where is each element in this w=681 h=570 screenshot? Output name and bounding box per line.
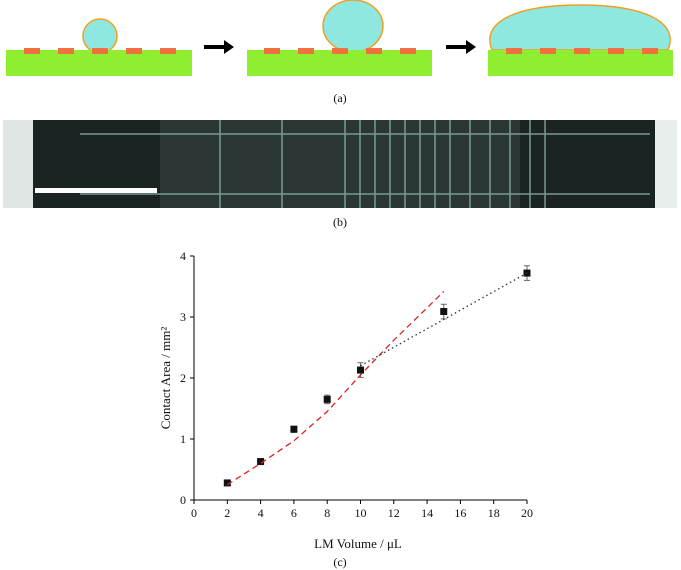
fit-line bbox=[360, 272, 528, 367]
x-tick-label: 18 bbox=[488, 506, 500, 520]
data-point bbox=[523, 269, 531, 277]
y-axis-label: Contact Area / mm² bbox=[158, 327, 173, 430]
x-tick-label: 20 bbox=[521, 506, 533, 520]
pads bbox=[264, 48, 416, 54]
schematic bbox=[6, 0, 673, 76]
fit-line bbox=[226, 290, 445, 486]
y-tick-label: 0 bbox=[180, 493, 186, 507]
x-tick-label: 4 bbox=[258, 506, 264, 520]
x-tick-label: 10 bbox=[355, 506, 367, 520]
arrow bbox=[204, 40, 234, 54]
x-tick-label: 0 bbox=[191, 506, 197, 520]
y-tick-label: 1 bbox=[180, 432, 186, 446]
data-point bbox=[440, 308, 448, 316]
pads bbox=[24, 48, 176, 54]
data-point bbox=[257, 458, 265, 466]
data-point bbox=[223, 479, 231, 487]
droplet bbox=[322, 0, 384, 53]
droplet bbox=[82, 18, 118, 54]
x-tick-label: 6 bbox=[291, 506, 297, 520]
data-point bbox=[323, 395, 331, 403]
y-tick-label: 4 bbox=[180, 249, 186, 263]
panel-label: (c) bbox=[333, 555, 346, 569]
y-tick-label: 2 bbox=[180, 371, 186, 385]
substrate bbox=[247, 50, 432, 76]
substrate bbox=[488, 50, 673, 76]
droplet bbox=[489, 4, 671, 51]
substrate bbox=[6, 50, 192, 76]
x-axis-label: LM Volume / μL bbox=[314, 536, 402, 551]
data-point bbox=[290, 425, 298, 433]
x-tick-label: 8 bbox=[324, 506, 330, 520]
arrow bbox=[446, 40, 476, 54]
y-tick-label: 3 bbox=[180, 310, 186, 324]
panel-label: (a) bbox=[333, 91, 346, 105]
x-tick-label: 16 bbox=[454, 506, 466, 520]
x-tick-label: 2 bbox=[224, 506, 230, 520]
x-tick-label: 14 bbox=[421, 506, 433, 520]
micrograph bbox=[3, 120, 677, 208]
x-tick-label: 12 bbox=[388, 506, 400, 520]
data-point bbox=[357, 366, 364, 374]
pads bbox=[506, 48, 658, 54]
panel-label: (b) bbox=[333, 215, 347, 229]
